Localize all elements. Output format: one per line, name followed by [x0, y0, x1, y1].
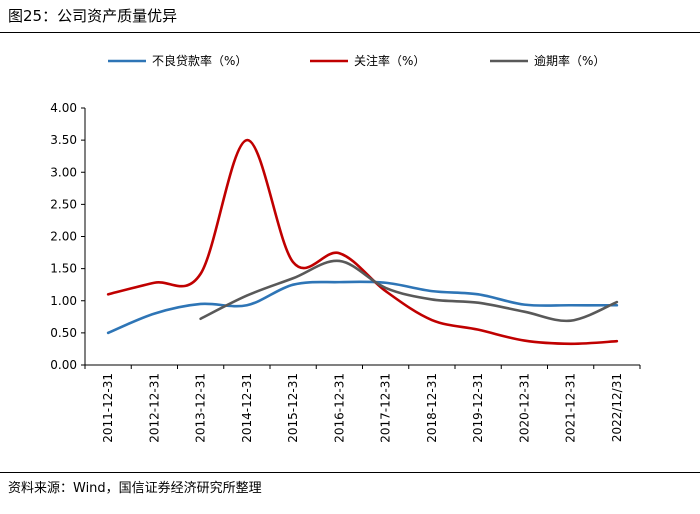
- x-tick-label: 2022/12/31: [610, 373, 624, 442]
- series-line-overdue-ratio: [199, 259, 619, 323]
- figure-title: 图25：公司资产质量优异: [8, 7, 178, 25]
- x-tick-label: 2012-12-31: [147, 373, 161, 443]
- x-tick-label: 2017-12-31: [379, 373, 393, 443]
- plot-lines: [106, 138, 619, 346]
- source-note: 资料来源：Wind，国信证券经济研究所整理: [8, 481, 262, 496]
- y-tick-label: 3.50: [50, 133, 77, 147]
- bottom-rule: [0, 472, 700, 473]
- x-tick-label: 2019-12-31: [471, 373, 485, 443]
- x-tick-label: 2020-12-31: [517, 373, 531, 443]
- x-tick-label: 2013-12-31: [194, 373, 208, 443]
- x-tick-label: 2014-12-31: [240, 373, 254, 443]
- top-rule: [0, 32, 700, 33]
- y-tick-label: 4.00: [50, 101, 77, 115]
- y-tick-label: 1.50: [50, 262, 77, 276]
- x-axis: 2011-12-31 2012-12-31 2013-12-31 2014-12-31…: [84, 364, 641, 443]
- y-tick-label: 2.50: [50, 197, 77, 211]
- x-tick-label: 2021-12-31: [564, 373, 578, 443]
- x-tick-label: 2011-12-31: [101, 373, 115, 443]
- y-axis: 0.00 0.50 1.00 1.50 2.00 2.50 3.00 3.50 4.00: [50, 101, 86, 372]
- y-tick-label: 0.00: [50, 358, 77, 372]
- line-chart: 不良贷款率（%） 关注率（%） 逾期率（%） 0.00 0.50 1.00 1.50 2.0…: [50, 53, 641, 443]
- y-tick-label: 3.00: [50, 165, 77, 179]
- y-tick-label: 0.50: [50, 326, 77, 340]
- series-line-npl-ratio: [106, 280, 619, 335]
- x-tick-label: 2016-12-31: [332, 373, 346, 443]
- legend-label-overdue-ratio: 逾期率（%）: [534, 53, 605, 68]
- y-tick-label: 1.00: [50, 294, 77, 308]
- x-tick-label: 2015-12-31: [286, 373, 300, 443]
- legend-label-special-mention-ratio: 关注率（%）: [354, 53, 425, 68]
- y-tick-label: 2.00: [50, 230, 77, 244]
- x-tick-label: 2018-12-31: [425, 373, 439, 443]
- legend-label-npl-ratio: 不良贷款率（%）: [152, 53, 247, 68]
- series-line-special-mention-ratio: [106, 138, 619, 346]
- chart-legend: 不良贷款率（%） 关注率（%） 逾期率（%）: [108, 53, 605, 68]
